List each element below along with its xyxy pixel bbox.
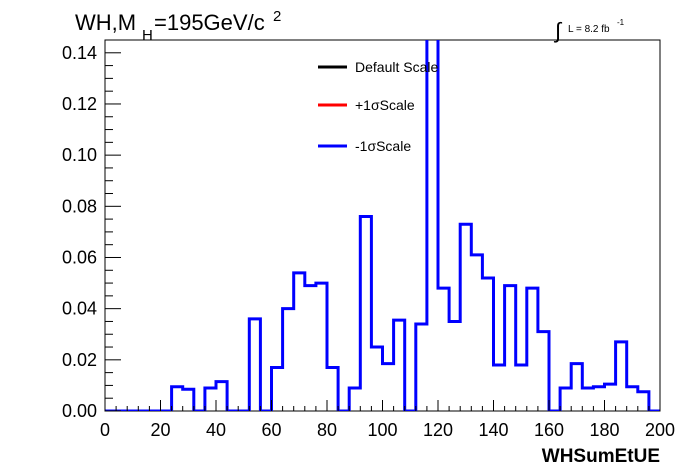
- x-tick-label: 120: [423, 420, 453, 440]
- x-tick-label: 160: [534, 420, 564, 440]
- x-tick-label: 20: [150, 420, 170, 440]
- legend-label-default: Default Scale: [355, 59, 438, 75]
- x-tick-label: 60: [261, 420, 281, 440]
- x-tick-label: 200: [645, 420, 675, 440]
- chart-title-subscript: H: [142, 27, 153, 44]
- chart-title-prefix: WH,M: [75, 10, 136, 35]
- x-axis-title: WHSumEtUE: [542, 446, 660, 467]
- chart-title-value: =195GeV/c: [154, 10, 265, 35]
- y-tick-label: 0.12: [62, 94, 97, 114]
- y-tick-label: 0.10: [62, 145, 97, 165]
- x-axis: 0 20 40 60 80 100 120 140 160 180 200: [100, 400, 675, 440]
- legend-label-minus1sigma: -1σScale: [355, 138, 411, 154]
- y-tick-label: 0.00: [62, 401, 97, 421]
- lumi-superscript: -1: [617, 18, 625, 27]
- x-tick-label: 80: [317, 420, 337, 440]
- y-tick-label: 0.02: [62, 350, 97, 370]
- y-tick-label: 0.06: [62, 247, 97, 267]
- y-tick-label: 0.14: [62, 43, 97, 63]
- x-tick-label: 140: [478, 420, 508, 440]
- x-tick-label: 180: [589, 420, 619, 440]
- chart-title-superscript: 2: [273, 8, 281, 25]
- y-axis: 0.00 0.02 0.04 0.06 0.08 0.10 0.12 0.14: [62, 43, 121, 421]
- legend-label-plus1sigma: +1σScale: [355, 97, 415, 113]
- x-tick-label: 100: [367, 420, 397, 440]
- lumi-integral-sign: ∫: [553, 18, 563, 43]
- x-tick-label: 40: [206, 420, 226, 440]
- legend: Default Scale +1σScale -1σScale: [318, 59, 438, 154]
- lumi-label: L = 8.2 fb: [568, 24, 610, 35]
- y-tick-label: 0.08: [62, 196, 97, 216]
- y-tick-label: 0.04: [62, 299, 97, 319]
- histogram-layer: [105, 40, 660, 411]
- x-tick-label: 0: [100, 420, 110, 440]
- histogram-series-line: [105, 40, 660, 411]
